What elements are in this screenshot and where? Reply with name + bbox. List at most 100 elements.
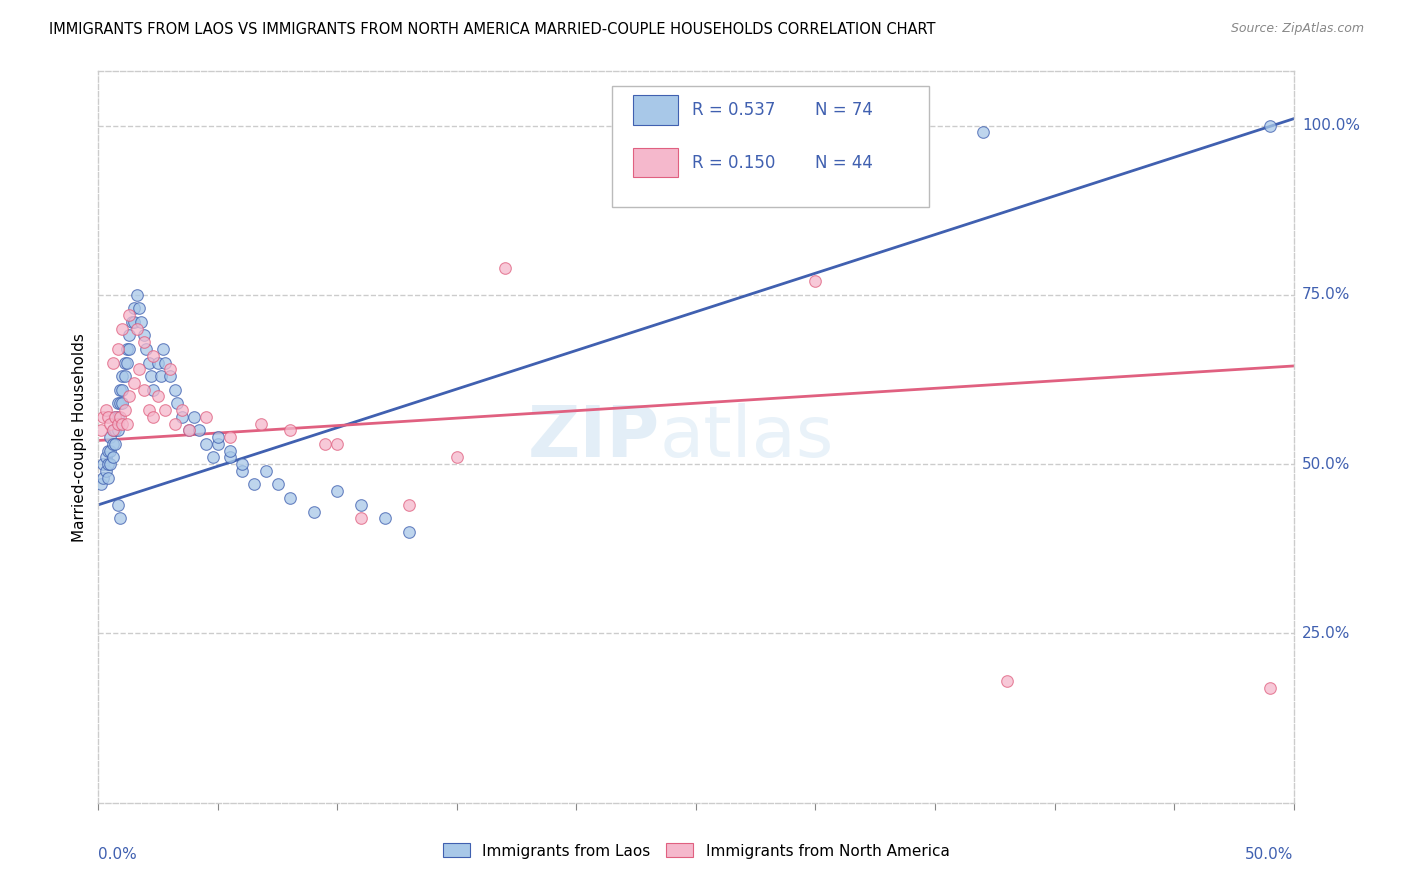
Point: [108, 511, 131, 525]
Point: [97, 471, 120, 485]
Point: [91, 409, 114, 424]
Point: [187, 423, 209, 437]
Point: [131, 315, 153, 329]
Point: [446, 450, 468, 465]
Point: [115, 417, 138, 431]
Text: Source: ZipAtlas.com: Source: ZipAtlas.com: [1230, 22, 1364, 36]
Point: [138, 355, 160, 369]
Point: [139, 369, 162, 384]
FancyBboxPatch shape: [613, 86, 929, 207]
Legend: Immigrants from Laos, Immigrants from North America: Immigrants from Laos, Immigrants from No…: [436, 838, 956, 864]
Point: [125, 288, 148, 302]
Point: [107, 423, 129, 437]
Point: [107, 396, 129, 410]
Point: [115, 355, 138, 369]
Point: [91, 471, 114, 485]
Point: [972, 125, 994, 139]
Point: [202, 450, 225, 465]
Point: [121, 315, 143, 329]
Point: [98, 443, 122, 458]
Point: [138, 403, 160, 417]
Point: [114, 355, 136, 369]
Point: [98, 417, 122, 431]
Point: [172, 403, 194, 417]
Point: [111, 383, 134, 397]
Point: [163, 383, 186, 397]
Point: [101, 450, 124, 465]
Point: [219, 450, 242, 465]
Point: [118, 389, 141, 403]
Point: [494, 260, 516, 275]
Point: [118, 328, 141, 343]
Point: [132, 335, 155, 350]
Point: [125, 322, 148, 336]
Point: [128, 301, 150, 316]
Point: [132, 383, 155, 397]
Point: [1258, 681, 1281, 695]
Point: [111, 396, 134, 410]
Point: [350, 511, 373, 525]
Point: [142, 409, 165, 424]
Point: [302, 505, 325, 519]
Text: 100.0%: 100.0%: [1302, 118, 1360, 133]
Point: [118, 342, 141, 356]
Text: ZIP: ZIP: [527, 402, 661, 472]
Point: [326, 437, 349, 451]
Text: 75.0%: 75.0%: [1302, 287, 1350, 302]
Point: [243, 477, 266, 491]
Point: [398, 498, 420, 512]
Point: [172, 409, 194, 424]
Point: [132, 328, 155, 343]
Text: IMMIGRANTS FROM LAOS VS IMMIGRANTS FROM NORTH AMERICA MARRIED-COUPLE HOUSEHOLDS : IMMIGRANTS FROM LAOS VS IMMIGRANTS FROM …: [49, 22, 936, 37]
Point: [124, 315, 146, 329]
Point: [94, 450, 117, 465]
Point: [398, 524, 420, 539]
Point: [148, 389, 170, 403]
Point: [195, 409, 218, 424]
Text: atlas: atlas: [661, 402, 835, 472]
Text: 50.0%: 50.0%: [1246, 847, 1294, 862]
Point: [97, 443, 120, 458]
Point: [94, 464, 117, 478]
Point: [155, 403, 177, 417]
Point: [166, 396, 188, 410]
Point: [97, 457, 120, 471]
Point: [231, 457, 253, 471]
Point: [104, 437, 127, 451]
Point: [148, 355, 170, 369]
Point: [114, 403, 136, 417]
Point: [107, 417, 129, 431]
Point: [804, 274, 827, 288]
Point: [159, 369, 181, 384]
Point: [278, 423, 301, 437]
Text: R = 0.150: R = 0.150: [692, 153, 776, 172]
Point: [108, 409, 131, 424]
Point: [278, 491, 301, 505]
FancyBboxPatch shape: [633, 95, 678, 125]
Point: [111, 322, 134, 336]
Point: [94, 403, 117, 417]
Point: [124, 376, 146, 390]
Point: [183, 409, 205, 424]
Text: R = 0.537: R = 0.537: [692, 101, 776, 120]
Point: [159, 362, 181, 376]
Point: [219, 443, 242, 458]
Point: [108, 396, 131, 410]
Point: [195, 437, 218, 451]
Point: [111, 369, 134, 384]
Point: [250, 417, 273, 431]
Point: [108, 383, 131, 397]
Point: [142, 383, 165, 397]
Text: N = 74: N = 74: [815, 101, 873, 120]
Point: [91, 457, 114, 471]
Point: [114, 369, 136, 384]
Point: [315, 437, 337, 451]
Point: [155, 355, 177, 369]
Point: [149, 369, 172, 384]
Text: 25.0%: 25.0%: [1302, 626, 1350, 641]
Point: [111, 417, 134, 431]
Point: [98, 457, 122, 471]
Point: [995, 673, 1018, 688]
Point: [101, 437, 124, 451]
Point: [179, 423, 201, 437]
